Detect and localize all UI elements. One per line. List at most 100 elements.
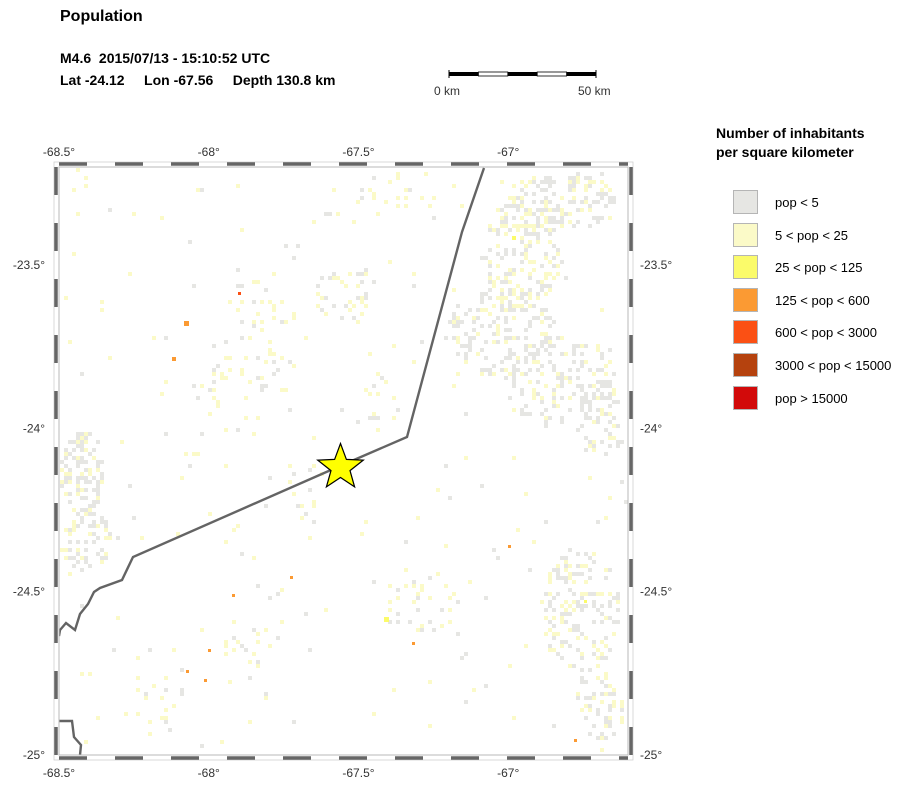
density-cell [604, 184, 608, 188]
density-cell [592, 604, 596, 608]
density-cell [80, 508, 84, 512]
density-cell [516, 228, 520, 232]
density-cell [508, 328, 512, 332]
lon-tick-label-top: -67.5° [342, 145, 374, 159]
legend-title: Number of inhabitants per square kilomet… [716, 124, 865, 162]
density-cell [512, 292, 516, 296]
density-cell [472, 316, 476, 320]
density-cell [148, 720, 152, 724]
density-cell [608, 436, 612, 440]
density-cell [600, 172, 604, 176]
density-cell [476, 332, 480, 336]
density-cell [216, 364, 220, 368]
density-cell [492, 304, 496, 308]
density-cell [60, 460, 64, 464]
density-cell [108, 536, 112, 540]
density-cell [580, 200, 584, 204]
density-cell [252, 280, 256, 284]
density-cell [232, 594, 235, 597]
density-cell [88, 512, 92, 516]
density-cell [104, 520, 108, 524]
density-cell [440, 624, 444, 628]
lon-tick-label-bottom: -67.5° [342, 766, 374, 780]
density-cell [540, 288, 544, 292]
density-cell [172, 648, 176, 652]
density-cell [248, 660, 252, 664]
population-density-cells [60, 168, 628, 752]
density-cell [88, 508, 92, 512]
density-cell [80, 520, 84, 524]
density-cell [200, 384, 204, 388]
lon-tick-label-bottom: -67° [497, 766, 519, 780]
density-cell [516, 336, 520, 340]
density-cell [592, 592, 596, 596]
density-cell [540, 200, 544, 204]
density-cell [560, 384, 564, 388]
density-cell [76, 480, 80, 484]
density-cell [524, 184, 528, 188]
density-cell [464, 312, 468, 316]
density-cell [252, 556, 256, 560]
density-cell [580, 572, 584, 576]
epicenter-star[interactable] [316, 441, 365, 489]
density-cell [612, 700, 616, 704]
density-cell [484, 292, 488, 296]
density-cell [64, 528, 68, 532]
density-cell [92, 540, 96, 544]
density-cell [132, 516, 136, 520]
density-cell [72, 564, 76, 568]
density-cell [600, 192, 604, 196]
scale-bar: 0 km 50 km [434, 70, 611, 98]
density-cell [608, 692, 612, 696]
density-cell [492, 364, 496, 368]
density-cell [200, 744, 204, 748]
density-cell [64, 448, 68, 452]
density-cell [596, 408, 600, 412]
density-cell [404, 584, 408, 588]
density-cell [616, 424, 620, 428]
density-cell [504, 340, 508, 344]
density-cell [568, 664, 572, 668]
density-cell [524, 220, 528, 224]
density-cell [544, 348, 548, 352]
density-cell [588, 444, 592, 448]
density-cell [224, 356, 228, 360]
density-cell [588, 732, 592, 736]
density-cell [600, 356, 604, 360]
density-cell [504, 212, 508, 216]
population-map[interactable]: -68.5° -68.5° -68° -68° -67.5° -67.5° -67° -67°… [0, 0, 700, 788]
density-cell [472, 328, 476, 332]
density-cell [396, 620, 400, 624]
density-cell [290, 576, 293, 579]
density-cell [396, 204, 400, 208]
density-cell [236, 284, 240, 288]
density-cell [88, 468, 92, 472]
density-cell [444, 584, 448, 588]
density-cell [584, 360, 588, 364]
density-cell [524, 372, 528, 376]
density-cell [576, 344, 580, 348]
density-cell [80, 604, 84, 608]
density-cell [568, 368, 572, 372]
density-cell [572, 592, 576, 596]
density-cell [288, 480, 292, 484]
density-cell [564, 560, 568, 564]
density-cell [532, 224, 536, 228]
density-cell [448, 496, 452, 500]
density-cell [592, 652, 596, 656]
density-cell [544, 316, 548, 320]
density-cell [552, 624, 556, 628]
density-cell [456, 600, 460, 604]
density-cell [596, 416, 600, 420]
density-cell [572, 184, 576, 188]
density-cell [512, 372, 516, 376]
density-cell [544, 520, 548, 524]
density-cell [568, 408, 572, 412]
scale-start-label: 0 km [434, 84, 460, 98]
density-cell [456, 336, 460, 340]
legend-swatch [733, 190, 758, 214]
density-cell [488, 368, 492, 372]
density-cell [80, 456, 84, 460]
density-cell [68, 572, 72, 576]
density-cell [128, 484, 132, 488]
